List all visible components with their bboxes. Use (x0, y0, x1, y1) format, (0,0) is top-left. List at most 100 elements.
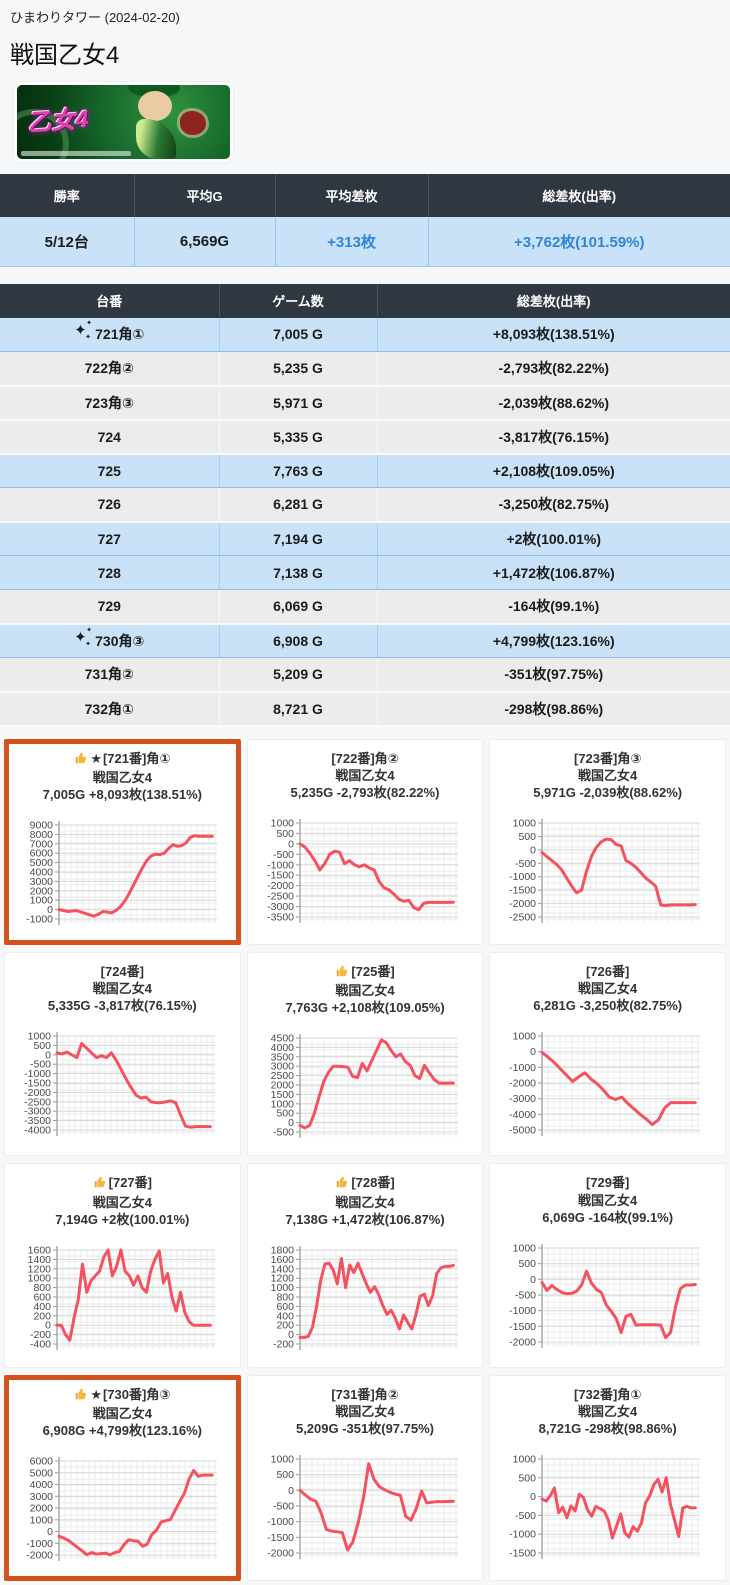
chart-machine-label: [728番] (250, 1174, 481, 1193)
game-banner[interactable]: 乙女4 (14, 82, 233, 162)
machine-chart-card[interactable]: [726番] 戦国乙女4 6,281G -3,250枚(82.75%) 1000… (489, 952, 726, 1156)
table-row[interactable]: 729 6,069 G -164枚(99.1%) (0, 590, 730, 624)
y-axis-tick-label: -1000 (267, 1517, 294, 1529)
games-cell: 6,281 G (219, 488, 377, 522)
chart-stats-line: 8,721G -298枚(98.86%) (492, 1420, 723, 1437)
thumbs-up-icon (74, 751, 88, 769)
table-row[interactable]: 727 7,194 G +2枚(100.01%) (0, 522, 730, 556)
machine-chart-card[interactable]: [724番] 戦国乙女4 5,335G -3,817枚(76.15%) 1000… (4, 952, 241, 1156)
machine-number-cell[interactable]: 725 (0, 454, 219, 488)
trend-line (57, 1250, 210, 1340)
site-title: ひまわりタワー (2024-02-20) (10, 7, 720, 26)
trend-line (57, 1044, 210, 1128)
machine-chart-card[interactable]: [725番] 戦国乙女4 7,763G +2,108枚(109.05%) 450… (247, 952, 484, 1156)
table-row[interactable]: 722角② 5,235 G -2,793枚(82.22%) (0, 352, 730, 386)
y-axis-tick-label: -500 (515, 858, 536, 870)
table-row[interactable]: 731角② 5,209 G -351枚(97.75%) (0, 658, 730, 692)
thumbs-up-icon (335, 1175, 349, 1193)
summary-header-winrate: 勝率 (0, 174, 134, 217)
chart-game-name: 戦国乙女4 (9, 769, 236, 786)
diff-cell: +2枚(100.01%) (377, 522, 730, 556)
machine-number-cell[interactable]: ✦✦✦730角③ (0, 624, 219, 658)
page-header: ひまわりタワー (2024-02-20) 戦国乙女4 (0, 0, 730, 70)
trend-line (542, 839, 695, 906)
chart-title-block: [723番]角③ 戦国乙女4 5,971G -2,039枚(88.62%) (492, 750, 723, 801)
banner-logo-text: 乙女4 (26, 99, 90, 138)
table-row[interactable]: ✦✦✦730角③ 6,908 G +4,799枚(123.16%) (0, 624, 730, 658)
machine-number-cell[interactable]: 729 (0, 590, 219, 624)
summary-total-diff-value: +3,762枚(101.59%) (428, 217, 730, 266)
machine-chart-card[interactable]: [728番] 戦国乙女4 7,138G +1,472枚(106.87%) 180… (247, 1163, 484, 1367)
chart-stats-line: 5,209G -351枚(97.75%) (250, 1420, 481, 1437)
games-cell: 8,721 G (219, 692, 377, 726)
summary-header-avg-diff: 平均差枚 (275, 174, 428, 217)
chart-machine-label: [729番] (492, 1174, 723, 1191)
machine-number-cell[interactable]: 728 (0, 556, 219, 590)
games-cell: 5,335 G (219, 420, 377, 454)
table-row[interactable]: 725 7,763 G +2,108枚(109.05%) (0, 454, 730, 488)
chart-machine-label: [723番]角③ (492, 750, 723, 767)
y-axis-tick-label: -2000 (509, 1336, 536, 1348)
diff-cell: -298枚(98.86%) (377, 692, 730, 726)
chart-title-block: ★[730番]角③ 戦国乙女4 6,908G +4,799枚(123.16%) (9, 1386, 236, 1439)
chart-stats-line: 7,194G +2枚(100.01%) (7, 1211, 238, 1228)
chart-machine-label: [731番]角② (250, 1386, 481, 1403)
chart-machine-label: [722番]角② (250, 750, 481, 767)
machine-number-cell[interactable]: 723角③ (0, 386, 219, 420)
star-icon: ★ (90, 1387, 102, 1402)
machine-number-cell[interactable]: 724 (0, 420, 219, 454)
machine-header-dai: 台番 (0, 284, 219, 318)
diff-cell: -2,039枚(88.62%) (377, 386, 730, 420)
thumbs-up-icon (335, 964, 349, 982)
chart-game-name: 戦国乙女4 (492, 980, 723, 997)
y-axis-tick-label: 3000 (30, 1491, 54, 1503)
chart-stats-line: 7,138G +1,472枚(106.87%) (250, 1211, 481, 1228)
games-cell: 6,908 G (219, 624, 377, 658)
trend-line (542, 1271, 695, 1337)
chart-game-name: 戦国乙女4 (492, 767, 723, 784)
y-axis-tick-label: 500 (276, 1470, 294, 1482)
chart-stats-line: 5,971G -2,039枚(88.62%) (492, 784, 723, 801)
chart-stats-line: 6,069G -164枚(99.1%) (492, 1209, 723, 1226)
machine-number-cell[interactable]: 722角② (0, 352, 219, 386)
chart-game-name: 戦国乙女4 (7, 1194, 238, 1211)
y-axis-tick-label: -1500 (509, 1548, 536, 1560)
chart-title-block: [731番]角② 戦国乙女4 5,209G -351枚(97.75%) (250, 1386, 481, 1437)
machine-number-cell[interactable]: 727 (0, 522, 219, 556)
table-row[interactable]: 724 5,335 G -3,817枚(76.15%) (0, 420, 730, 454)
machine-number-cell[interactable]: 731角② (0, 658, 219, 692)
table-row[interactable]: 728 7,138 G +1,472枚(106.87%) (0, 556, 730, 590)
y-axis-tick-label: 1000 (513, 1031, 537, 1043)
table-row[interactable]: ✦✦✦721角① 7,005 G +8,093枚(138.51%) (0, 318, 730, 352)
table-row[interactable]: 732角① 8,721 G -298枚(98.86%) (0, 692, 730, 726)
machine-chart-card[interactable]: [722番]角② 戦国乙女4 5,235G -2,793枚(82.22%) 10… (247, 739, 484, 945)
machine-number-cell[interactable]: 732角① (0, 692, 219, 726)
machine-chart-card[interactable]: ★[721番]角① 戦国乙女4 7,005G +8,093枚(138.51%) … (4, 739, 241, 945)
machine-chart-card[interactable]: [723番]角③ 戦国乙女4 5,971G -2,039枚(88.62%) 10… (489, 739, 726, 945)
machine-number-cell[interactable]: ✦✦✦721角① (0, 318, 219, 352)
diff-cell: +8,093枚(138.51%) (377, 318, 730, 352)
machine-chart-card[interactable]: [732番]角① 戦国乙女4 8,721G -298枚(98.86%) 1000… (489, 1375, 726, 1581)
table-row[interactable]: 726 6,281 G -3,250枚(82.75%) (0, 488, 730, 522)
chart-machine-label: [726番] (492, 963, 723, 980)
y-axis-tick-label: 0 (530, 1047, 536, 1059)
games-cell: 7,005 G (219, 318, 377, 352)
y-axis-tick-label: 6000 (30, 1456, 54, 1468)
machine-chart-card[interactable]: [731番]角② 戦国乙女4 5,209G -351枚(97.75%) 1000… (247, 1375, 484, 1581)
chart-machine-label: [724番] (7, 963, 238, 980)
y-axis-tick-label: 1000 (270, 1454, 294, 1466)
chart-game-name: 戦国乙女4 (492, 1192, 723, 1209)
table-row[interactable]: 723角③ 5,971 G -2,039枚(88.62%) (0, 386, 730, 420)
summary-header-avg-games: 平均G (134, 174, 275, 217)
chart-title-block: [724番] 戦国乙女4 5,335G -3,817枚(76.15%) (7, 963, 238, 1014)
machine-number-cell[interactable]: 726 (0, 488, 219, 522)
y-axis-tick-label: -500 (273, 1127, 294, 1139)
machine-chart-card[interactable]: ★[730番]角③ 戦国乙女4 6,908G +4,799枚(123.16%) … (4, 1375, 241, 1581)
